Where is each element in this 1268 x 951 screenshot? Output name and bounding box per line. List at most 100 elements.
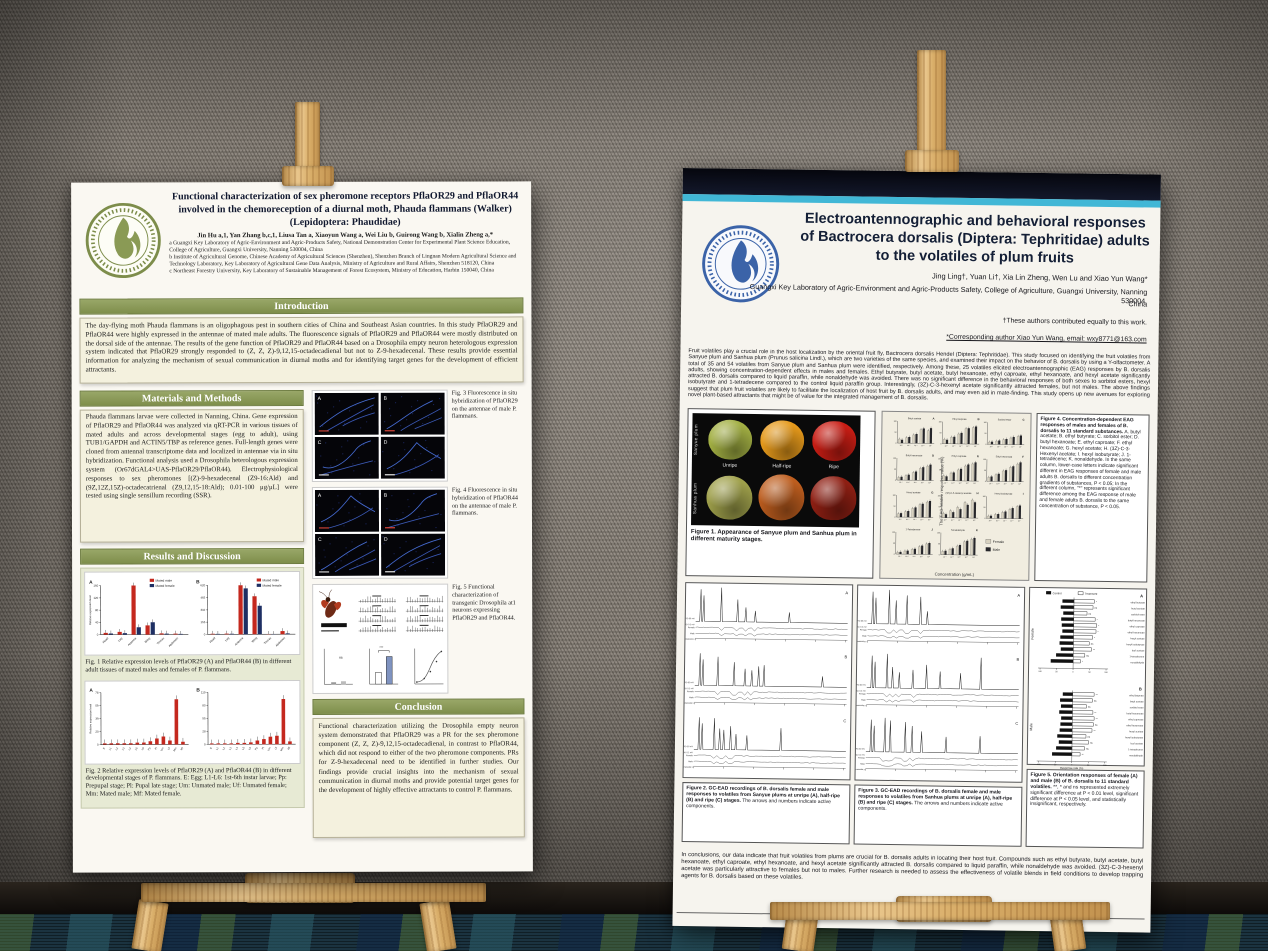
svg-text:310: 310 [200,608,205,612]
figure4-caption-text: A. butyl acetate; B. ethyl butyrate; C. … [1039,429,1142,510]
fig1-bar-chart-B: 0 155 310 465 620 Head Leg Antenna Wing Thorax Abd… [196,578,296,648]
svg-text:L6: L6 [247,745,252,750]
svg-text:Female: Female [993,540,1004,544]
fig1-caption: Fig. 1 Relative expression levels of Pfl… [85,658,292,674]
svg-text:L4: L4 [234,745,239,750]
svg-text:10⁻³: 10⁻³ [997,445,1001,448]
svg-text:EAD 0.2 mV: EAD 0.2 mV [855,689,866,692]
svg-text:50: 50 [983,507,985,509]
figure2-box: FID 50 mV EAD 0.2 mV Female Male Timescale s… [682,582,854,781]
svg-text:10⁻¹: 10⁻¹ [965,556,969,559]
svg-text:Female: Female [1030,628,1034,639]
svg-text:100: 100 [893,458,896,460]
svg-text:butyl hexanoate: butyl hexanoate [1127,712,1145,715]
svg-text:B: B [1016,657,1019,662]
svg-text:Pl: Pl [154,746,159,750]
svg-text:**: ** [1082,754,1084,757]
guangxi-university-logo-icon [85,202,161,278]
svg-text:50: 50 [893,543,895,545]
section-heading-methods: Materials and Methods [79,389,304,407]
svg-text:J: J [931,528,933,532]
svg-text:10⁻¹: 10⁻¹ [1011,482,1015,485]
fig3-caption: Fig. 3 Fluorescence in situ hybridizatio… [451,389,518,420]
svg-text:50: 50 [1054,764,1057,766]
left-easel-tray [141,883,486,902]
svg-text:*: * [1094,637,1095,640]
left-poster-left-column: Materials and Methods Phauda flammans la… [79,389,305,809]
svg-text:10⁻²: 10⁻² [913,518,917,521]
svg-text:0: 0 [984,518,985,520]
svg-text:50: 50 [894,469,896,471]
svg-text:0: 0 [895,443,896,445]
svg-text:10⁻²: 10⁻² [959,482,963,485]
figure3-caption-box: Figure 3. GC-EAD recordings of B. dorsal… [853,784,1023,847]
left-poster: Functional characterization of sex phero… [71,181,533,873]
svg-text:EAD 0.2 mV: EAD 0.2 mV [856,625,868,628]
svg-text:10⁻⁴: 10⁻⁴ [899,518,903,521]
fig3-micrograph-C: C [314,436,379,479]
svg-text:Mated female: Mated female [155,584,174,588]
svg-text:*: * [1082,661,1083,664]
svg-text:Um: Um [266,746,271,751]
svg-text:ethyl butyrate: ethyl butyrate [1129,694,1144,697]
svg-text:100: 100 [893,495,896,497]
svg-text:ethyl hexanoate: ethyl hexanoate [1128,631,1146,634]
svg-text:50: 50 [893,506,895,508]
svg-text:10⁻⁴: 10⁻⁴ [989,519,993,522]
svg-text:Relative expression level: Relative expression level [88,595,92,625]
svg-text:ns: ns [1088,613,1091,616]
methods-text: Phauda flammans larvae were collected in… [79,408,305,543]
svg-text:10⁻¹: 10⁻¹ [966,482,970,485]
maturity-label-halfripe: Half-ripe [772,463,792,470]
svg-text:1-tetradecene: 1-tetradecene [1129,655,1144,658]
svg-text:10⁻⁴: 10⁻⁴ [900,444,904,447]
svg-text:0: 0 [895,480,896,482]
svg-text:ns: ns [1091,643,1094,646]
svg-text:Pp: Pp [254,745,259,750]
conclusion-text: Functional characterization utilizing th… [312,717,525,838]
svg-text:110: 110 [201,690,206,694]
svg-text:10⁻⁴: 10⁻⁴ [899,481,903,484]
svg-text:10⁻³: 10⁻³ [951,482,955,485]
svg-text:L2: L2 [221,745,226,750]
svg-text:ns: ns [1095,607,1098,610]
poster-authors: Jin Hu a,1, Yan Zhang b,c,1, Liusa Tan a… [197,231,494,240]
svg-text:nonaldehyde: nonaldehyde [1130,661,1144,664]
svg-text:Male: Male [862,636,867,638]
svg-text:0: 0 [985,481,986,483]
svg-text:*: * [1097,631,1098,634]
section-heading-introduction: Introduction [79,297,524,315]
svg-text:0: 0 [204,742,206,746]
svg-text:Male: Male [993,548,1001,552]
svg-text:Wing: Wing [144,636,152,644]
plum-photo [758,474,805,521]
svg-text:ethyl butyrate: ethyl butyrate [1131,601,1146,604]
figure1-caption: Figure 1. Appearance of Sanyue plum and … [690,529,857,544]
maturity-label-unripe: Unripe [722,462,738,469]
svg-text:(3Z)-C-3-Hexenyl acetate: (3Z)-C-3-Hexenyl acetate [946,492,973,495]
svg-text:Hexyl isobutyrate: Hexyl isobutyrate [995,492,1013,495]
svg-text:A: A [89,580,93,586]
poster-authors: Jing Ling†, Yuan Li†, Xia Lin Zheng, Wen… [932,271,1148,284]
svg-text:10⁻¹: 10⁻¹ [920,518,924,521]
svg-text:Mated female: Mated female [262,584,281,588]
svg-text:50: 50 [984,470,986,472]
svg-text:1-tetradecene: 1-tetradecene [1128,748,1143,751]
svg-text:55: 55 [202,716,206,720]
introduction-text: The day-flying moth Phauda flammans is a… [79,316,524,384]
svg-text:Timescale s: Timescale s [683,703,693,705]
svg-text:L2: L2 [114,746,119,751]
figure5-bar-chart-female: Control Treatment A Female ethyl butyrate * bu… [1030,591,1146,674]
svg-text:Um: Um [159,746,164,751]
right-easel-clamp [905,150,959,172]
svg-text:10⁻³: 10⁻³ [996,482,1000,485]
fig2-bar-chart-B: 0 28 55 83 110 E L1 L2 L3 L4 L5 L6 Pp Pl Um Uf Mm Mf B [196,687,296,751]
equal-contribution-note: †These authors contributed equally to th… [1002,317,1147,327]
svg-text:Female: Female [859,694,867,696]
svg-text:10⁻²: 10⁻² [1004,482,1008,485]
svg-text:50: 50 [938,543,940,545]
svg-text:83: 83 [202,703,206,707]
svg-text:FID 50 mV: FID 50 mV [857,620,867,622]
fig3-row: A B C D Fig. 3 Fluorescence in situ hybr… [311,389,524,482]
